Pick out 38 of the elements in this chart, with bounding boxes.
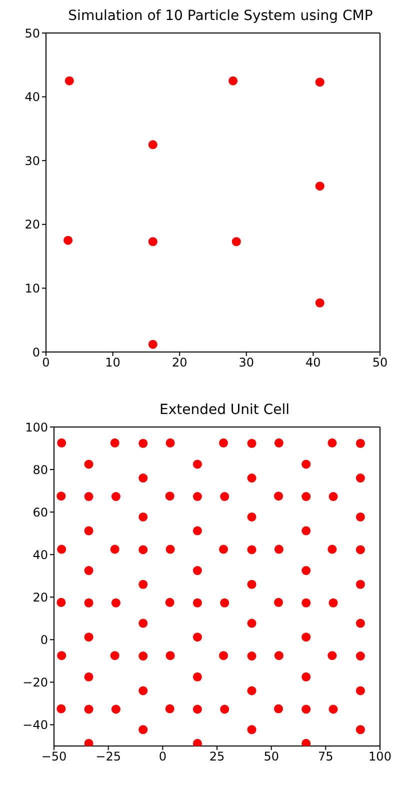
x-tick-label: −25 xyxy=(96,750,121,764)
y-tick-label: 0 xyxy=(40,632,48,647)
point xyxy=(315,78,324,87)
x-tick-label: 100 xyxy=(368,750,392,764)
x-tick-label: 10 xyxy=(105,356,120,370)
point xyxy=(64,236,73,245)
y-tick-label: 30 xyxy=(24,154,40,168)
y-tick-label: 50 xyxy=(24,26,40,40)
x-tick-label: −50 xyxy=(41,750,67,764)
x-tick-label: 30 xyxy=(238,356,254,370)
x-tick-label: 20 xyxy=(172,356,188,370)
x-tick-label: 0 xyxy=(158,750,166,764)
point xyxy=(232,237,241,246)
y-tick-label: 20 xyxy=(24,218,40,232)
chart-title: Extended Unit Cell xyxy=(158,402,291,418)
y-tick-label: −40 xyxy=(22,718,48,732)
x-tick-label: 50 xyxy=(372,356,388,370)
y-tick-label: 40 xyxy=(24,90,40,104)
point xyxy=(64,76,74,86)
x-tick-label: 75 xyxy=(318,750,334,764)
point xyxy=(148,237,158,246)
y-tick-label: 20 xyxy=(32,590,48,604)
y-tick-label: 40 xyxy=(32,548,48,562)
point xyxy=(315,182,324,191)
point xyxy=(148,140,158,150)
x-tick-label: 40 xyxy=(306,356,321,370)
y-tick-label: 0 xyxy=(32,345,40,360)
y-tick-label: 10 xyxy=(24,281,40,296)
chart-title: Simulation of 10 Particle System using CMP xyxy=(67,8,374,24)
point xyxy=(148,340,158,349)
x-tick-label: 25 xyxy=(209,750,225,764)
y-tick-label: 60 xyxy=(32,505,48,520)
x-tick-label: 50 xyxy=(264,750,279,764)
point xyxy=(315,298,324,308)
y-tick-label: −20 xyxy=(22,675,48,690)
y-tick-label: 80 xyxy=(32,462,48,477)
point xyxy=(228,76,238,86)
y-tick-label: 100 xyxy=(25,420,48,434)
